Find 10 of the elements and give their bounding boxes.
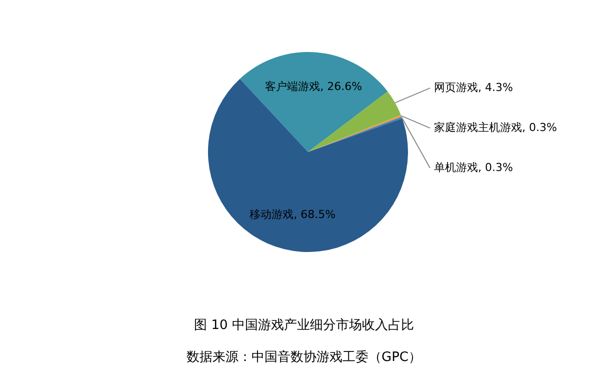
pie-slice [240,52,388,152]
slice-label: 单机游戏, 0.3% [434,161,513,174]
slice-label: 移动游戏, 68.5% [250,208,336,222]
slice-label: 网页游戏, 4.3% [434,81,513,94]
slice-label: 家庭游戏主机游戏, 0.3% [434,121,557,134]
slice-label: 客户端游戏, 26.6% [265,80,362,94]
source-note: 数据来源：中国音数协游戏工委（GPC） [186,350,422,365]
pie-slice [208,78,408,252]
pie-slice [308,92,401,152]
text: 图 10 中国游戏产业细分市场收入占比 [194,318,414,333]
